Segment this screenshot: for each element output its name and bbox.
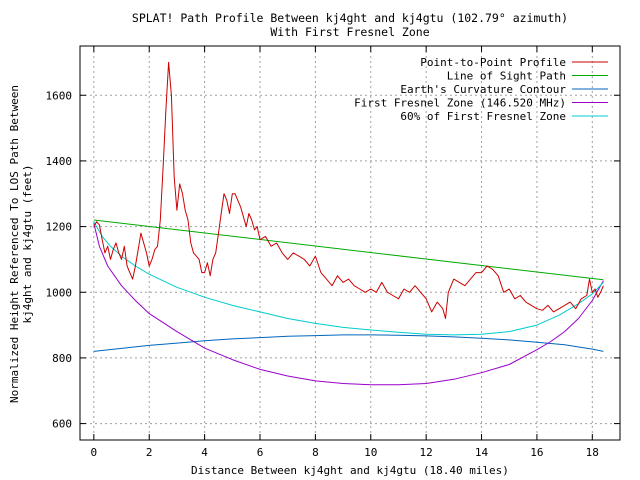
chart-title: SPLAT! Path Profile Between kj4ght and k… bbox=[132, 11, 568, 25]
series-line-line-of-sight-path bbox=[93, 219, 604, 281]
x-tick-label: 14 bbox=[475, 446, 489, 459]
y-tick-label: 1200 bbox=[46, 221, 73, 234]
x-tick-label: 6 bbox=[257, 446, 264, 459]
x-tick-label: 18 bbox=[586, 446, 599, 459]
x-axis-label: Distance Between kj4ght and kj4gtu (18.4… bbox=[191, 464, 509, 477]
legend-label: Earth's Curvature Contour bbox=[400, 83, 566, 96]
legend-label: Point-to-Point Profile bbox=[420, 56, 566, 69]
series-line-point-to-point-profile bbox=[93, 61, 604, 319]
y-tick-label: 800 bbox=[52, 352, 72, 365]
x-tick-label: 8 bbox=[312, 446, 319, 459]
y-axis-label-line1: Normalized Height Referenced To LOS Path… bbox=[8, 85, 21, 403]
legend-label: 60% of First Fresnel Zone bbox=[400, 110, 566, 123]
y-axis-label-line2: kj4ght and kj4gtu (feet) bbox=[21, 165, 34, 324]
y-tick-label: 1600 bbox=[46, 89, 73, 102]
x-tick-label: 2 bbox=[146, 446, 153, 459]
series-layer bbox=[93, 61, 604, 386]
x-tick-label: 12 bbox=[420, 446, 433, 459]
x-tick-label: 10 bbox=[364, 446, 377, 459]
chart-subtitle: With First Fresnel Zone bbox=[270, 25, 429, 39]
grid bbox=[80, 46, 620, 440]
series-line-earth-s-curvature-contour bbox=[93, 334, 604, 352]
legend-label: First Fresnel Zone (146.520 MHz) bbox=[354, 97, 566, 110]
series-line-60-of-first-fresnel-zone bbox=[93, 221, 604, 336]
x-tick-label: 4 bbox=[201, 446, 208, 459]
ticks: 0 2 4 6 8 10 12 14 16 18 600 800 1000 1200 1400 1600 bbox=[46, 46, 620, 459]
y-tick-label: 600 bbox=[52, 418, 72, 431]
y-tick-label: 1400 bbox=[46, 155, 73, 168]
x-tick-label: 0 bbox=[91, 446, 98, 459]
x-tick-label: 16 bbox=[530, 446, 543, 459]
series-line-first-fresnel-zone-146-520-mhz bbox=[93, 223, 604, 386]
legend-label: Line of Sight Path bbox=[447, 70, 566, 83]
y-tick-label: 1000 bbox=[46, 286, 73, 299]
plot-border bbox=[79, 45, 621, 441]
